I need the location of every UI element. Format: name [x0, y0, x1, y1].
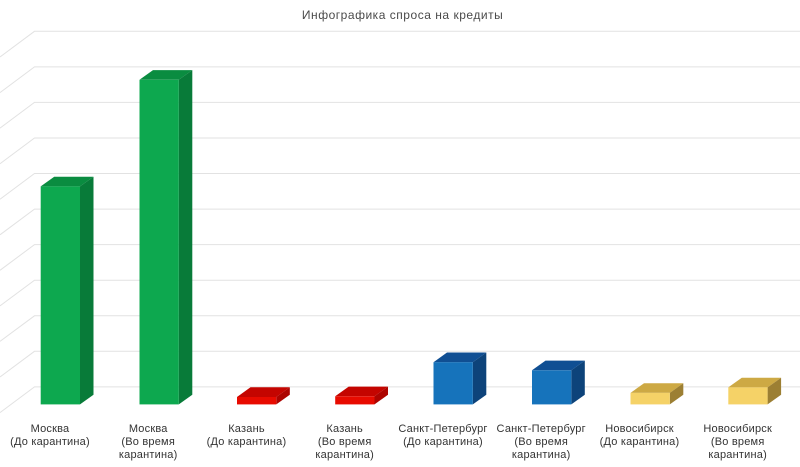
svg-text:Москва: Москва — [31, 423, 70, 435]
svg-text:карантина): карантина) — [708, 449, 767, 461]
svg-text:(Во время: (Во время — [711, 436, 765, 448]
svg-text:Новосибирск: Новосибирск — [703, 423, 772, 435]
svg-text:(До карантина): (До карантина) — [403, 436, 483, 448]
svg-text:Инфографика спроса на кредиты: Инфографика спроса на кредиты — [302, 8, 503, 22]
svg-text:Москва: Москва — [129, 423, 168, 435]
svg-text:(До карантина): (До карантина) — [10, 436, 90, 448]
svg-text:Новосибирск: Новосибирск — [605, 423, 674, 435]
svg-text:(До карантина): (До карантина) — [600, 436, 680, 448]
svg-text:Санкт-Петербург: Санкт-Петербург — [398, 423, 487, 435]
svg-text:Казань: Казань — [326, 423, 363, 435]
svg-text:карантина): карантина) — [119, 449, 178, 461]
svg-text:(Во время: (Во время — [514, 436, 568, 448]
svg-text:карантина): карантина) — [315, 449, 374, 461]
svg-text:Казань: Казань — [228, 423, 265, 435]
svg-text:(До карантина): (До карантина) — [207, 436, 287, 448]
svg-text:карантина): карантина) — [512, 449, 571, 461]
svg-text:(Во время: (Во время — [121, 436, 175, 448]
svg-text:(Во время: (Во время — [318, 436, 372, 448]
svg-text:Санкт-Петербург: Санкт-Петербург — [497, 423, 586, 435]
